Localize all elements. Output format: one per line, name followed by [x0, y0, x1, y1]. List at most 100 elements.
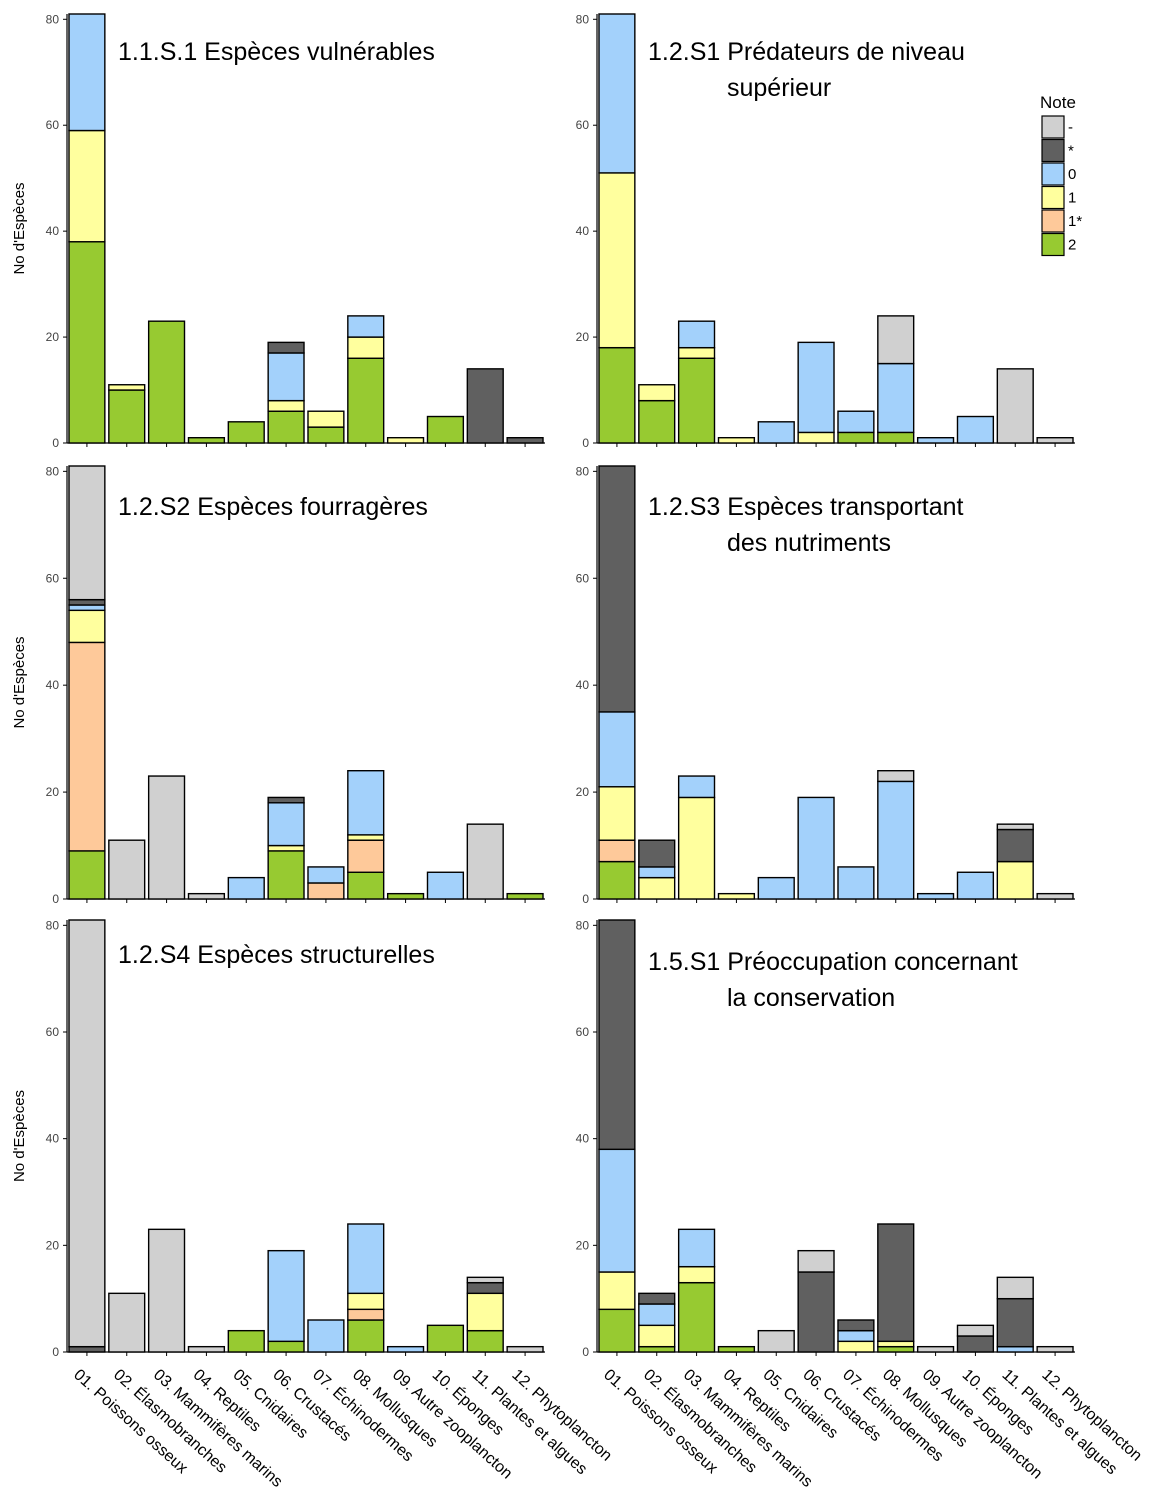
legend-swatch: [1041, 162, 1065, 186]
bar-segment-2-note--: [108, 839, 146, 900]
bar-segment-10-note--: [956, 1324, 995, 1337]
bar-segment-6-note-1: [797, 431, 835, 444]
legend-label: 1: [1068, 190, 1076, 207]
bar-segment-1-note-1*: [598, 839, 636, 863]
y-tick-label: 0: [582, 1345, 589, 1359]
bar-segment-8-note-2: [347, 1319, 385, 1353]
y-tick-label: 40: [46, 224, 60, 238]
bar-segment-11-note--: [466, 823, 504, 900]
bar-segment-5-note-0: [757, 421, 795, 444]
legend: Note - * 0 1 1* 2: [1040, 93, 1082, 257]
bar-segment-6-note-2: [267, 410, 305, 444]
bar-segment-1-note-1: [598, 1271, 636, 1311]
panel-title: 1.2.S4 Espèces structurelles: [118, 941, 435, 969]
bar-segment-12-note--: [506, 1345, 544, 1353]
bar-segment-1-note-1: [68, 129, 106, 243]
bar-segment-1-note-0: [598, 1148, 636, 1273]
y-tick-label: 40: [576, 678, 590, 692]
y-tick-label: 80: [576, 12, 590, 26]
panel-title: 1.2.S1 Prédateurs de niveau: [648, 38, 965, 66]
bar-segment-3-note-2: [677, 1281, 716, 1353]
y-tick-label: 20: [46, 330, 60, 344]
bar-segment-3-note-1: [677, 1265, 716, 1284]
y-tick-label: 80: [576, 918, 590, 932]
bar-segment-5-note-0: [757, 876, 795, 900]
bar-segment-10-note-0: [426, 871, 465, 900]
panel-title: 1.2.S3 Espèces transportant: [648, 493, 964, 521]
bar-segment-8-note-2: [347, 357, 385, 444]
panel-title: supérieur: [727, 74, 831, 102]
bar-segment-12-note-*: [506, 437, 544, 444]
bar-segment-6-note-1: [267, 844, 305, 852]
panel-title: 1.2.S2 Espèces fourragères: [118, 493, 428, 521]
y-tick-label: 80: [576, 464, 590, 478]
bar-segment-6-note-0: [797, 341, 835, 434]
bar-segment-8-note-0: [347, 1223, 385, 1295]
bar-segment-12-note--: [1036, 892, 1074, 900]
y-tick-label: 0: [52, 892, 59, 906]
bar-segment-8-note--: [877, 770, 915, 783]
bar-segment-4-note-2: [187, 437, 226, 444]
y-tick-label: 0: [582, 892, 589, 906]
bar-segment-11-note-*: [466, 368, 504, 444]
legend-label: *: [1068, 143, 1074, 160]
y-tick-label: 60: [46, 1025, 60, 1039]
bar-segment-1-note-1: [68, 609, 106, 644]
y-tick-label: 60: [576, 571, 590, 585]
bar-segment-1-note-2: [68, 850, 106, 900]
y-tick-label: 80: [46, 12, 60, 26]
y-tick-label: 40: [46, 1132, 60, 1146]
bar-segment-1-note-*: [598, 465, 636, 713]
chart-panel-3: 0 20 40 60 80 No d'Espèces 1.2.S2 Espèces four…: [11, 464, 545, 906]
bar-segment-3-note-1: [677, 346, 716, 359]
bar-segment-5-note-2: [227, 1329, 265, 1353]
bar-segment-4-note-2: [717, 1345, 756, 1353]
bar-segment-11-note--: [996, 823, 1034, 831]
bar-segment-2-note-1: [638, 1324, 676, 1348]
bar-segment-9-note-0: [916, 892, 955, 900]
bar-segment-11-note--: [996, 368, 1034, 444]
bar-segment-7-note-0: [837, 410, 875, 434]
bar-segment-7-note-0: [307, 866, 345, 884]
bar-segment-10-note-2: [426, 415, 465, 444]
bar-segment-1-note-0: [68, 13, 106, 132]
chart-panel-1: 0 20 40 60 80 No d'Espèces 1.1.S.1 Espèces vul…: [11, 12, 545, 450]
bar-segment-3-note-0: [677, 775, 716, 799]
bar-segment-2-note-*: [638, 839, 676, 868]
bar-segment-9-note-0: [916, 437, 955, 444]
bar-segment-3-note-2: [147, 320, 186, 444]
y-tick-label: 0: [582, 436, 589, 450]
bar-segment-8-note-0: [877, 362, 915, 434]
bar-segment-11-note--: [466, 1276, 504, 1284]
y-tick-label: 60: [576, 1025, 590, 1039]
bar-segment-1-note--: [68, 919, 106, 1348]
bar-segment-11-note-*: [996, 828, 1034, 863]
y-tick-label: 60: [46, 571, 60, 585]
bar-segment-11-note-1: [996, 860, 1034, 900]
y-tick-label: 40: [46, 678, 60, 692]
y-tick-label: 60: [46, 118, 60, 132]
bar-segment-12-note-2: [506, 892, 544, 900]
bar-segment-8-note-1*: [347, 1308, 385, 1321]
y-tick-label: 20: [576, 1238, 590, 1252]
bar-segment-2-note-1: [638, 384, 676, 402]
bar-segment-9-note--: [916, 1345, 955, 1353]
y-tick-label: 20: [46, 785, 60, 799]
bar-segment-3-note--: [147, 1228, 186, 1353]
bar-segment-7-note-0: [307, 1319, 345, 1353]
bar-segment-7-note-2: [307, 426, 345, 444]
legend-label: 0: [1068, 166, 1076, 183]
bar-segment-8-note-1: [347, 336, 385, 359]
bar-segment-6-note-2: [267, 1340, 305, 1353]
bar-segment-8-note-2: [877, 1345, 915, 1353]
bar-segment-6-note-0: [267, 802, 305, 847]
legend-label: -: [1068, 119, 1073, 136]
bar-segment-10-note-2: [426, 1324, 465, 1353]
bar-segment-1-note-1: [598, 786, 636, 841]
y-tick-label: 20: [576, 330, 590, 344]
bar-segment-2-note-0: [638, 1303, 676, 1327]
legend-swatch: [1041, 185, 1065, 210]
bar-segment-1-note-*: [598, 919, 636, 1151]
bar-segment-1-note-*: [68, 598, 106, 606]
